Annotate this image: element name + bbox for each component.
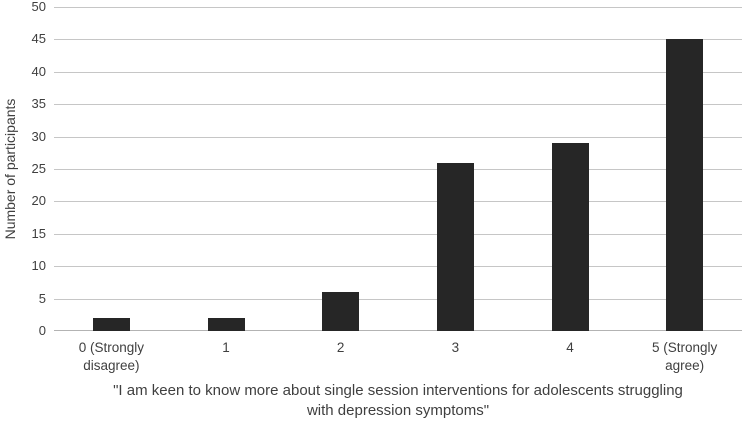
y-tick-label: 45 <box>31 31 46 47</box>
gridline <box>54 298 742 300</box>
gridline <box>54 169 742 170</box>
x-tick-label-text: 4 <box>566 340 574 355</box>
x-tick-label-text: 2 <box>336 340 345 355</box>
plot-area <box>54 7 742 331</box>
gridline <box>54 201 742 203</box>
y-tick-label: 35 <box>31 96 46 112</box>
x-axis-title-text: "I am keen to know more about single ses… <box>113 382 683 419</box>
gridline <box>54 330 742 331</box>
gridline <box>54 7 742 8</box>
y-tick-label: 20 <box>31 193 46 209</box>
y-tick-label: 25 <box>31 161 46 176</box>
bar <box>436 162 474 331</box>
x-tick-label-text: 5 (Strongly agree) <box>652 340 718 373</box>
x-tick-label: 4 <box>513 339 628 357</box>
x-tick-label: 5 (Strongly agree) <box>627 339 742 375</box>
gridline <box>54 104 742 106</box>
x-tick-label-text: 1 <box>222 340 230 355</box>
x-tick-label: 1 <box>169 339 284 357</box>
gridline <box>54 71 742 73</box>
y-tick-label: 50 <box>31 0 46 14</box>
y-tick-label: 10 <box>31 258 46 274</box>
x-tick-label: 2 <box>283 339 398 357</box>
y-tick-label: 30 <box>31 128 46 144</box>
x-tick-label: 3 <box>398 339 513 357</box>
bar <box>551 143 589 331</box>
x-tick-label: 0 (Strongly disagree) <box>54 339 169 375</box>
bar <box>666 39 704 331</box>
y-tick-label: 15 <box>31 225 46 241</box>
gridline <box>54 136 742 138</box>
gridline <box>54 233 742 235</box>
y-tick-label: 5 <box>38 290 46 306</box>
y-tick-label: 40 <box>31 63 46 79</box>
y-tick-label: 0 <box>38 323 46 338</box>
x-axis-title: "I am keen to know more about single ses… <box>54 381 742 421</box>
gridline <box>54 266 742 268</box>
x-tick-label-text: 3 <box>451 340 460 355</box>
bar <box>207 318 245 331</box>
bar <box>92 318 130 331</box>
bar <box>322 292 360 331</box>
gridline <box>54 39 742 41</box>
x-tick-label-text: 0 (Strongly disagree) <box>78 340 144 373</box>
